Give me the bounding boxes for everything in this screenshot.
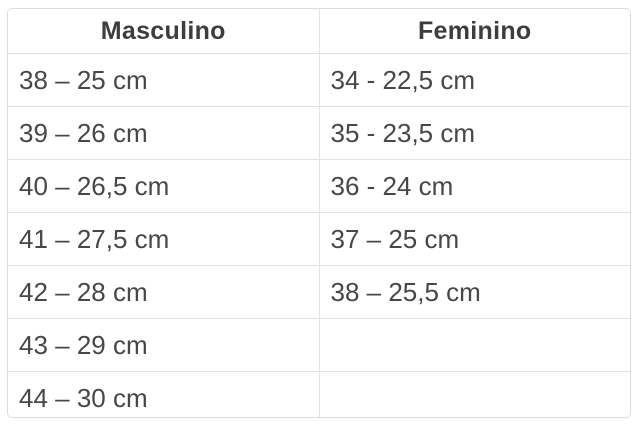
table-header: Masculino Feminino <box>8 9 630 54</box>
cell-masculino: 38 – 25 cm <box>8 53 319 107</box>
shoe-size-table: Masculino Feminino 38 – 25 cm 34 - 22,5 … <box>8 9 630 417</box>
table-row: 41 – 27,5 cm 37 – 25 cm <box>8 212 630 266</box>
cell-masculino: 39 – 26 cm <box>8 106 319 160</box>
cell-masculino: 42 – 28 cm <box>8 265 319 319</box>
cell-masculino: 43 – 29 cm <box>8 318 319 372</box>
table-row: 42 – 28 cm 38 – 25,5 cm <box>8 265 630 319</box>
table-row: 44 – 30 cm <box>8 371 630 417</box>
cell-masculino: 44 – 30 cm <box>8 371 319 417</box>
table-row: 39 – 26 cm 35 - 23,5 cm <box>8 106 630 160</box>
header-row: Masculino Feminino <box>8 9 630 54</box>
cell-feminino: 34 - 22,5 cm <box>318 53 630 107</box>
cell-feminino: 37 – 25 cm <box>318 212 630 266</box>
table-row: 38 – 25 cm 34 - 22,5 cm <box>8 53 630 107</box>
cell-feminino <box>318 371 630 417</box>
cell-feminino: 36 - 24 cm <box>318 159 630 213</box>
cell-feminino: 35 - 23,5 cm <box>318 106 630 160</box>
cell-feminino <box>318 318 630 372</box>
table-row: 40 – 26,5 cm 36 - 24 cm <box>8 159 630 213</box>
table-row: 43 – 29 cm <box>8 318 630 372</box>
shoe-size-table-container: Masculino Feminino 38 – 25 cm 34 - 22,5 … <box>7 8 631 418</box>
header-masculino: Masculino <box>8 9 319 54</box>
cell-feminino: 38 – 25,5 cm <box>318 265 630 319</box>
cell-masculino: 40 – 26,5 cm <box>8 159 319 213</box>
cell-masculino: 41 – 27,5 cm <box>8 212 319 266</box>
header-feminino: Feminino <box>318 9 630 54</box>
table-body: 38 – 25 cm 34 - 22,5 cm 39 – 26 cm 35 - … <box>8 53 630 417</box>
